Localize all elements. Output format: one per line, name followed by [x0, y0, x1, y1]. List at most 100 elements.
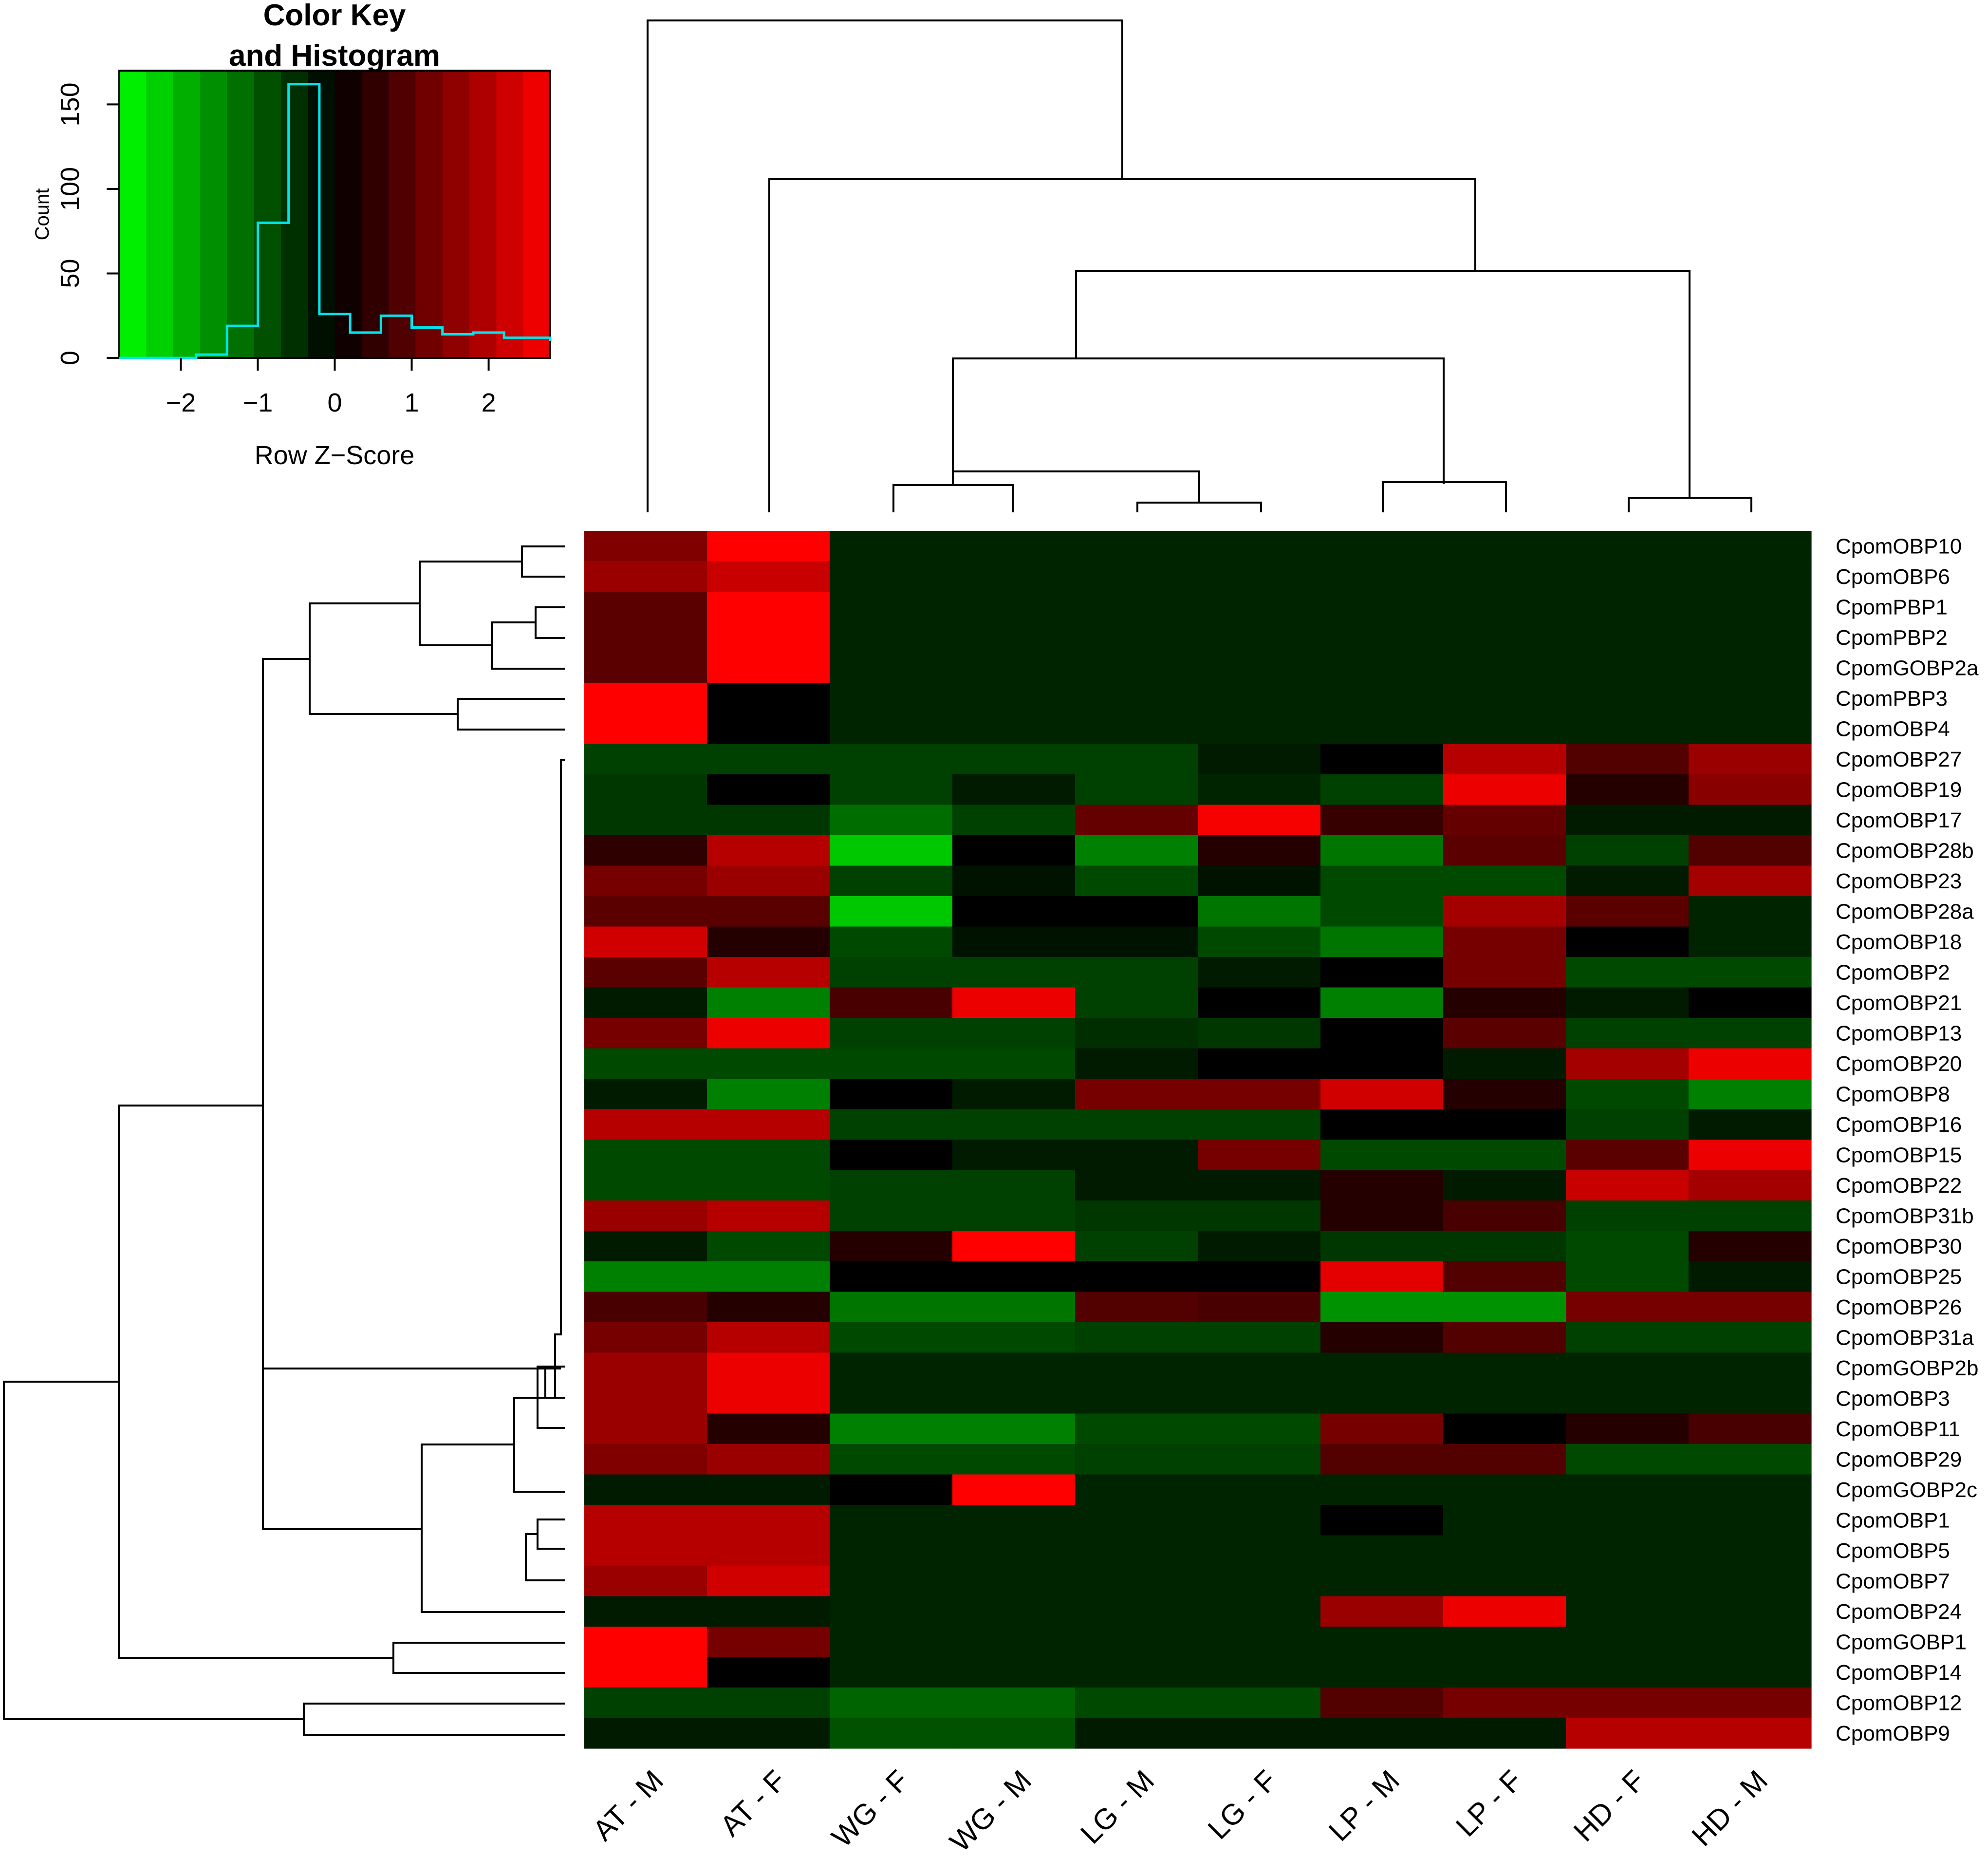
row-label: CpomPBP1 — [1836, 595, 1948, 619]
heatmap-cell — [707, 1231, 830, 1262]
column-label: LP - F — [1449, 1764, 1528, 1843]
heatmap-cell — [707, 1170, 830, 1201]
row-label: CpomOBP31a — [1836, 1326, 1974, 1350]
heatmap-cell — [1566, 713, 1689, 745]
histogram-line — [119, 83, 552, 359]
row-label: CpomOBP31b — [1836, 1204, 1974, 1228]
heatmap-cell — [1198, 592, 1321, 623]
heatmap-cell — [1689, 1444, 1812, 1475]
heatmap-cell — [952, 1231, 1076, 1262]
heatmap-cell — [1198, 531, 1321, 562]
heatmap-cell — [1075, 1596, 1198, 1627]
heatmap-cell — [1320, 835, 1444, 866]
heatmap-cell — [584, 1718, 707, 1749]
x-tick-label: 0 — [327, 388, 342, 417]
heatmap-cell — [707, 1535, 830, 1566]
heatmap-cell — [952, 1322, 1076, 1353]
row-label: CpomOBP18 — [1836, 930, 1962, 954]
row-label: CpomOBP25 — [1836, 1265, 1962, 1289]
heatmap-cell — [1443, 1505, 1566, 1536]
heatmap-cell — [1443, 683, 1566, 714]
heatmap-cell — [1689, 561, 1812, 592]
heatmap-cell — [1689, 1140, 1812, 1171]
heatmap-cell — [1320, 1596, 1444, 1627]
heatmap-cell — [1198, 1535, 1321, 1566]
heatmap-cell — [1566, 1018, 1689, 1049]
heatmap-cell — [1075, 1048, 1198, 1079]
heatmap-cell — [1198, 1474, 1321, 1505]
heatmap-cell — [1689, 1505, 1812, 1536]
heatmap-cell — [1075, 1688, 1198, 1719]
heatmap-cell — [1198, 1170, 1321, 1201]
heatmap-cell — [1689, 653, 1812, 684]
heatmap-cell — [1198, 1231, 1321, 1262]
heatmap-cell — [830, 987, 953, 1018]
heatmap-cell — [1689, 1170, 1812, 1201]
heatmap-cell — [1198, 835, 1321, 866]
y-tick-label: 100 — [56, 167, 85, 211]
heatmap-cell — [952, 531, 1076, 562]
heatmap-cell — [707, 1718, 830, 1749]
heatmap-cell — [952, 653, 1076, 684]
heatmap-cell — [707, 1627, 830, 1658]
heatmap-cell — [1443, 896, 1566, 927]
heatmap-cell — [1566, 835, 1689, 866]
heatmap-cell — [1443, 1718, 1566, 1749]
heatmap-cell — [1198, 1292, 1321, 1323]
heatmap-cell — [707, 1352, 830, 1384]
heatmap-cell — [952, 1657, 1076, 1688]
heatmap-cell — [1075, 1018, 1198, 1049]
heatmap-cell — [584, 1413, 707, 1444]
heatmap-cell — [1075, 1535, 1198, 1566]
column-label: LP - M — [1322, 1764, 1406, 1848]
heatmap-cell — [830, 1535, 953, 1566]
heatmap-cell — [1198, 1322, 1321, 1353]
heatmap-cell — [830, 1048, 953, 1079]
heatmap-cell — [1689, 1383, 1812, 1414]
heatmap-cell — [1075, 896, 1198, 927]
heatmap-cell — [1689, 744, 1812, 775]
heatmap-cell — [707, 957, 830, 988]
column-label: AT - F — [714, 1764, 792, 1842]
heatmap-cell — [830, 744, 953, 775]
heatmap-cell — [1320, 1292, 1444, 1323]
heatmap-cell — [830, 683, 953, 714]
heatmap-cell — [584, 1444, 707, 1475]
heatmap-cell — [952, 1292, 1076, 1323]
heatmap-cell — [952, 957, 1076, 988]
heatmap-cell — [1689, 1079, 1812, 1110]
heatmap-cell — [1566, 1566, 1689, 1597]
heatmap-cell — [707, 1444, 830, 1475]
heatmap-cell — [584, 1627, 707, 1658]
heatmap-cell — [707, 1413, 830, 1444]
heatmap-cell — [952, 592, 1076, 623]
heatmap-cell — [1689, 592, 1812, 623]
row-label: CpomOBP6 — [1836, 565, 1950, 589]
heatmap-cell — [952, 1383, 1076, 1414]
row-label: CpomOBP3 — [1836, 1387, 1950, 1410]
color-key-band — [361, 71, 389, 358]
heatmap-cell — [584, 957, 707, 988]
heatmap-cell — [584, 1109, 707, 1140]
heatmap-cell — [1689, 1535, 1812, 1566]
heatmap-cell — [1320, 926, 1444, 957]
heatmap-cell — [1443, 987, 1566, 1018]
row-label: CpomOBP19 — [1836, 778, 1962, 802]
column-label: HD - M — [1685, 1764, 1774, 1853]
heatmap-cell — [1443, 1079, 1566, 1110]
heatmap-cell — [1075, 1200, 1198, 1232]
heatmap-cell — [707, 744, 830, 775]
y-tick-label: 150 — [56, 82, 85, 126]
heatmap-cell — [1075, 1261, 1198, 1293]
row-label: CpomOBP21 — [1836, 991, 1962, 1015]
heatmap-cell — [830, 1688, 953, 1719]
heatmap-cell — [1689, 1231, 1812, 1262]
heatmap-cell — [1198, 713, 1321, 745]
heatmap-cell — [1689, 896, 1812, 927]
heatmap-cell — [1443, 1048, 1566, 1079]
color-key-x-axis: −2 −1 0 1 2 — [166, 358, 496, 417]
heatmap-cell — [584, 805, 707, 836]
heatmap-cell — [584, 653, 707, 684]
heatmap-cell — [1566, 1383, 1689, 1414]
